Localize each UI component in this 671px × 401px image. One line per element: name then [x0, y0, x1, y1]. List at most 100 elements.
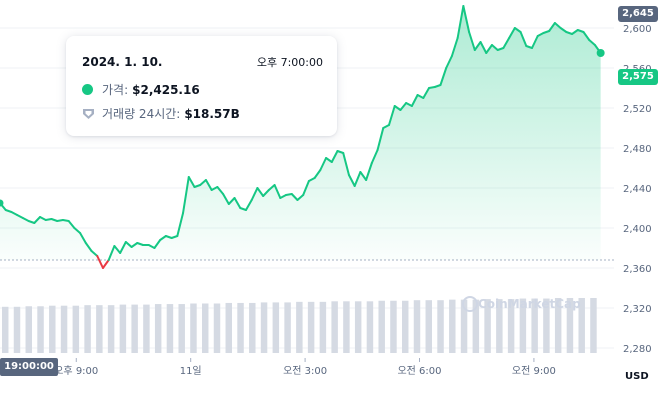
price-line-segment	[439, 67, 448, 86]
price-line-segment	[4, 209, 13, 213]
volume-bar	[272, 302, 280, 353]
price-line-segment	[302, 180, 310, 196]
price-line-segment	[296, 194, 305, 201]
price-line-segment	[244, 199, 253, 211]
price-line-segment	[559, 27, 568, 33]
tooltip-date: 2024. 1. 10.	[82, 55, 163, 69]
price-line-segment	[370, 149, 379, 164]
volume-bar	[107, 305, 115, 353]
volume-bar	[472, 299, 480, 353]
y-tick-label: 2,320	[623, 304, 652, 315]
volume-bar	[437, 300, 444, 353]
price-line-segment	[330, 150, 339, 163]
price-line-segment	[571, 29, 579, 35]
price-line-segment	[113, 245, 122, 254]
volume-bar	[390, 300, 397, 353]
price-line-segment	[204, 179, 213, 191]
current-point	[596, 49, 605, 57]
price-line-segment	[73, 227, 82, 234]
volume-bar	[284, 302, 291, 353]
price-line-segment	[542, 30, 551, 34]
price-line-segment	[307, 177, 316, 182]
price-line-segment	[496, 47, 505, 51]
price-line-segment	[10, 211, 19, 216]
price-line-segment	[342, 152, 350, 176]
volume-bar	[484, 299, 491, 353]
volume-bar	[343, 301, 350, 353]
volume-bar	[460, 299, 468, 353]
volume-bar	[225, 302, 232, 353]
price-line-segment	[27, 220, 36, 224]
price-line-segment	[525, 45, 534, 49]
volume-bar	[531, 298, 538, 353]
price-line-segment	[147, 244, 156, 249]
volume-bar	[166, 304, 174, 353]
y-tick-label: 2,440	[623, 184, 652, 195]
price-line-segment	[405, 102, 413, 107]
price-line-segment	[387, 105, 396, 126]
price-line-segment	[170, 235, 179, 239]
price-line-segment	[176, 212, 185, 237]
tooltip-price-label: 가격:	[102, 83, 129, 97]
volume-bar	[119, 304, 127, 353]
price-line-segment	[462, 5, 471, 33]
volume-bar	[331, 301, 338, 353]
volume-bar	[354, 301, 362, 353]
volume-bar	[249, 302, 256, 353]
price-line-segment	[216, 186, 225, 195]
price-line-segment	[393, 105, 402, 111]
price-line-segment	[273, 184, 282, 199]
price-line-segment	[290, 193, 299, 201]
volume-bar	[578, 298, 585, 353]
price-line-segment	[16, 214, 24, 219]
volume-bar	[319, 301, 327, 353]
volume-bar	[425, 300, 432, 353]
volume-bar	[49, 305, 56, 353]
volume-bar	[413, 300, 421, 353]
volume-bar	[143, 304, 150, 353]
x-tick-label: 오후 9:00	[54, 365, 98, 377]
price-line-segment	[130, 242, 139, 248]
volume-bar	[213, 303, 221, 353]
currency-label: USD	[625, 371, 649, 382]
price-line-segment	[473, 41, 482, 51]
price-line-segment	[84, 242, 93, 252]
x-tick-label: 오전 3:00	[283, 365, 327, 377]
price-line-segment	[319, 157, 328, 171]
price-line-segment	[279, 194, 288, 199]
price-line-segment	[250, 187, 259, 201]
high-price-badge: 2,645	[618, 6, 658, 22]
price-line-segment	[101, 259, 110, 269]
volume-bar	[202, 303, 209, 353]
volume-bar	[72, 305, 80, 353]
price-line-segment	[67, 220, 76, 229]
volume-bar	[496, 299, 503, 353]
price-line-segment	[353, 171, 362, 187]
volume-bar	[566, 298, 574, 353]
volume-bar	[154, 304, 162, 353]
price-line-segment	[456, 5, 465, 39]
price-line-segment	[239, 207, 247, 211]
y-tick-label: 2,480	[623, 144, 652, 155]
price-line-segment	[399, 102, 408, 111]
y-tick-label: 2,520	[623, 104, 652, 115]
price-line-segment	[502, 37, 511, 49]
volume-bar	[190, 303, 197, 353]
price-line-segment	[468, 31, 476, 51]
price-line-segment	[79, 232, 87, 244]
price-line-segment	[548, 22, 556, 32]
volume-bar	[296, 301, 303, 353]
volume-bar	[37, 306, 44, 353]
price-line-segment	[159, 235, 167, 241]
price-line-segment	[50, 218, 59, 222]
price-line-segment	[90, 250, 99, 257]
price-line-segment	[210, 186, 219, 191]
price-line-segment	[136, 242, 145, 246]
price-line-segment	[325, 157, 333, 163]
y-tick-label: 2,360	[623, 264, 652, 275]
volume-bar	[13, 306, 21, 353]
price-tooltip: 2024. 1. 10. 오후 7:00:00 가격: $2,425.16 거래…	[66, 36, 337, 136]
price-line-segment	[187, 176, 196, 188]
volume-bar	[554, 298, 562, 353]
